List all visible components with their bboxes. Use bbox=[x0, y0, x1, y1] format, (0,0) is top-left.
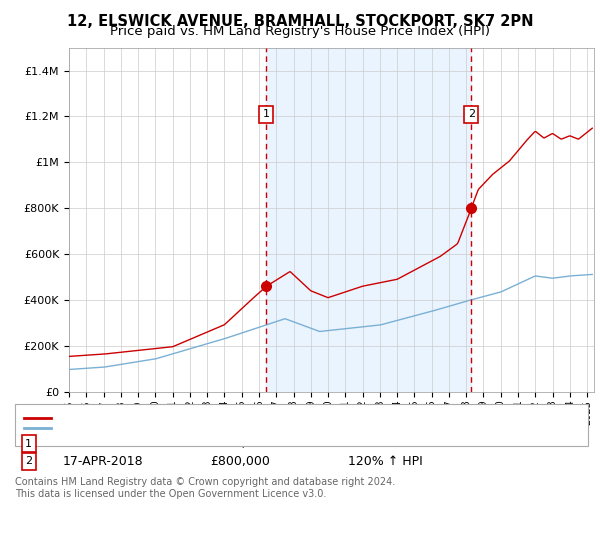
Text: £800,000: £800,000 bbox=[210, 455, 270, 468]
Text: 1: 1 bbox=[263, 109, 270, 119]
Text: Price paid vs. HM Land Registry's House Price Index (HPI): Price paid vs. HM Land Registry's House … bbox=[110, 25, 490, 38]
Text: 12, ELSWICK AVENUE, BRAMHALL, STOCKPORT, SK7 2PN (detached house): 12, ELSWICK AVENUE, BRAMHALL, STOCKPORT,… bbox=[55, 413, 472, 423]
Text: 120% ↑ HPI: 120% ↑ HPI bbox=[348, 455, 423, 468]
Bar bbox=[266, 48, 471, 392]
Text: 73% ↑ HPI: 73% ↑ HPI bbox=[348, 437, 415, 450]
Text: 17-APR-2018: 17-APR-2018 bbox=[63, 455, 143, 468]
Text: 12, ELSWICK AVENUE, BRAMHALL, STOCKPORT, SK7 2PN: 12, ELSWICK AVENUE, BRAMHALL, STOCKPORT,… bbox=[67, 14, 533, 29]
Text: 2: 2 bbox=[467, 109, 475, 119]
Text: £460,000: £460,000 bbox=[210, 437, 269, 450]
Text: HPI: Average price, detached house, Stockport: HPI: Average price, detached house, Stoc… bbox=[55, 423, 315, 433]
Text: 31-MAY-2006: 31-MAY-2006 bbox=[63, 437, 144, 450]
Text: 2: 2 bbox=[25, 456, 32, 466]
Text: 1: 1 bbox=[25, 438, 32, 449]
Text: Contains HM Land Registry data © Crown copyright and database right 2024.
This d: Contains HM Land Registry data © Crown c… bbox=[15, 477, 395, 499]
